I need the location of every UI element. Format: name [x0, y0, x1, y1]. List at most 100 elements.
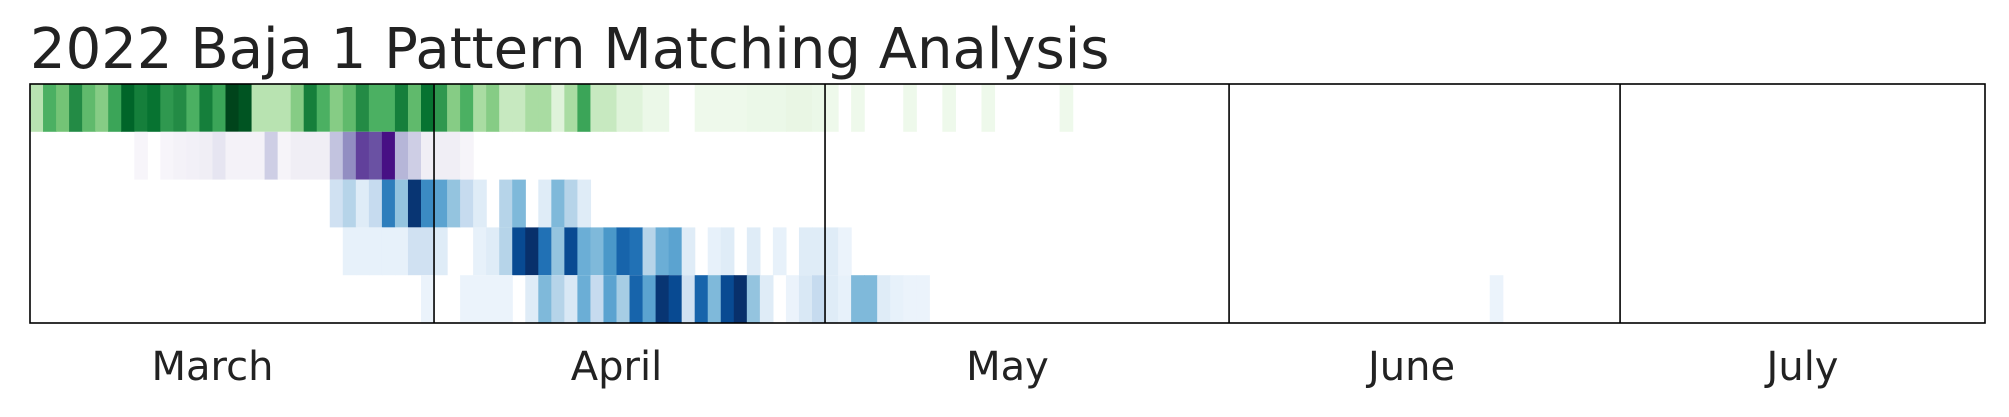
- heatmap-cell: [694, 84, 709, 132]
- heatmap-cell: [225, 84, 240, 132]
- heatmap-cell: [290, 131, 305, 180]
- heatmap-cell: [564, 179, 578, 228]
- heatmap-cell: [277, 84, 292, 132]
- heatmap-cell: [981, 84, 996, 132]
- heatmap-cell: [733, 275, 748, 323]
- heatmap-cell: [525, 275, 539, 323]
- heatmap-cell: [877, 275, 891, 323]
- heatmap-cell: [798, 275, 813, 323]
- heatmap-cell: [264, 84, 279, 132]
- heatmap-cell: [303, 131, 318, 180]
- heatmap-cell: [368, 131, 383, 180]
- heatmap-cell: [434, 131, 448, 180]
- heatmap-cell: [381, 227, 396, 276]
- heatmap-cell: [525, 84, 539, 132]
- heatmap-cell: [772, 227, 787, 276]
- heatmap-cell: [707, 227, 722, 276]
- heatmap-cell: [421, 179, 435, 228]
- heatmap-cell: [603, 84, 618, 132]
- heatmap-cell: [681, 227, 696, 276]
- heatmap-cell: [394, 84, 409, 132]
- heatmap-cell: [434, 84, 448, 132]
- heatmap-cell: [538, 227, 552, 276]
- heatmap-cell: [486, 84, 500, 132]
- heatmap-cell: [655, 227, 670, 276]
- heatmap-cell: [147, 84, 161, 132]
- heatmap-cell: [864, 275, 878, 323]
- heatmap-cell: [759, 275, 774, 323]
- heatmap-cell: [69, 84, 83, 132]
- heatmap-cell: [590, 275, 605, 323]
- heatmap-cell: [407, 227, 422, 276]
- heatmap-cell: [121, 84, 135, 132]
- heatmap-cell: [173, 131, 187, 180]
- heatmap-cell: [525, 227, 539, 276]
- heatmap-cell: [212, 131, 227, 180]
- heatmap-cell: [720, 227, 735, 276]
- heatmap-cell: [160, 131, 174, 180]
- heatmap-cell: [394, 179, 409, 228]
- heatmap-cell: [342, 84, 357, 132]
- heatmap-cell: [551, 275, 565, 323]
- heatmap-cell: [642, 227, 657, 276]
- heatmap-cell: [355, 131, 370, 180]
- heatmap-cell: [368, 179, 383, 228]
- heatmap-cell: [447, 179, 461, 228]
- heatmap-cell: [160, 84, 174, 132]
- heatmap-cell: [603, 227, 618, 276]
- heatmap-cell: [407, 179, 422, 228]
- heatmap-cell: [825, 227, 839, 276]
- heatmap-cell: [838, 275, 852, 323]
- heatmap-cell: [108, 84, 122, 132]
- heatmap-cell: [473, 84, 487, 132]
- heatmap-cell: [303, 84, 318, 132]
- heatmap-cell: [251, 131, 266, 180]
- heatmap-cell: [720, 275, 735, 323]
- heatmap-cell: [577, 84, 592, 132]
- heatmap-cell: [629, 227, 644, 276]
- heatmap-cell: [499, 275, 513, 323]
- heatmap-cell: [447, 131, 461, 180]
- heatmap-cell: [186, 131, 201, 180]
- heatmap-cell: [434, 179, 448, 228]
- heatmap-cell: [421, 275, 435, 323]
- heatmap-cell: [264, 131, 279, 180]
- heatmap-cell: [355, 84, 370, 132]
- heatmap-cell: [772, 84, 787, 132]
- heatmap-cell: [785, 84, 800, 132]
- heatmap-cell: [851, 275, 865, 323]
- heatmap-cell: [82, 84, 96, 132]
- heatmap-cell: [1489, 275, 1504, 323]
- heatmap-cell: [460, 84, 474, 132]
- heatmap-cell: [668, 227, 683, 276]
- heatmap-cell: [199, 84, 214, 132]
- heatmap-cell: [512, 84, 526, 132]
- heatmap-cell: [642, 84, 657, 132]
- heatmap-cell: [616, 227, 631, 276]
- heatmap-cell: [368, 84, 383, 132]
- heatmap-cell: [173, 84, 187, 132]
- heatmap-cell: [551, 227, 565, 276]
- heatmap-cell: [694, 275, 709, 323]
- heatmap-cell: [342, 179, 357, 228]
- heatmap-cell: [434, 227, 448, 276]
- heatmap-cell: [447, 84, 461, 132]
- x-tick-label: July: [1764, 344, 1839, 390]
- heatmap-cell: [603, 275, 618, 323]
- x-tick-label: March: [152, 344, 274, 390]
- heatmap-cell: [746, 84, 761, 132]
- heatmap-cell: [812, 275, 826, 323]
- heatmap-cell: [421, 84, 435, 132]
- heatmap-cell: [421, 227, 435, 276]
- month-boundaries: [433, 84, 1621, 323]
- heatmap-cell: [381, 131, 396, 180]
- heatmap-cell: [538, 84, 552, 132]
- heatmap-cell: [199, 131, 214, 180]
- heatmap-cell: [616, 84, 631, 132]
- heatmap-cell: [746, 275, 761, 323]
- heatmap-cell: [825, 84, 839, 132]
- heatmap-cell: [381, 179, 396, 228]
- heatmap-cell: [134, 131, 148, 180]
- heatmap-cell: [629, 84, 644, 132]
